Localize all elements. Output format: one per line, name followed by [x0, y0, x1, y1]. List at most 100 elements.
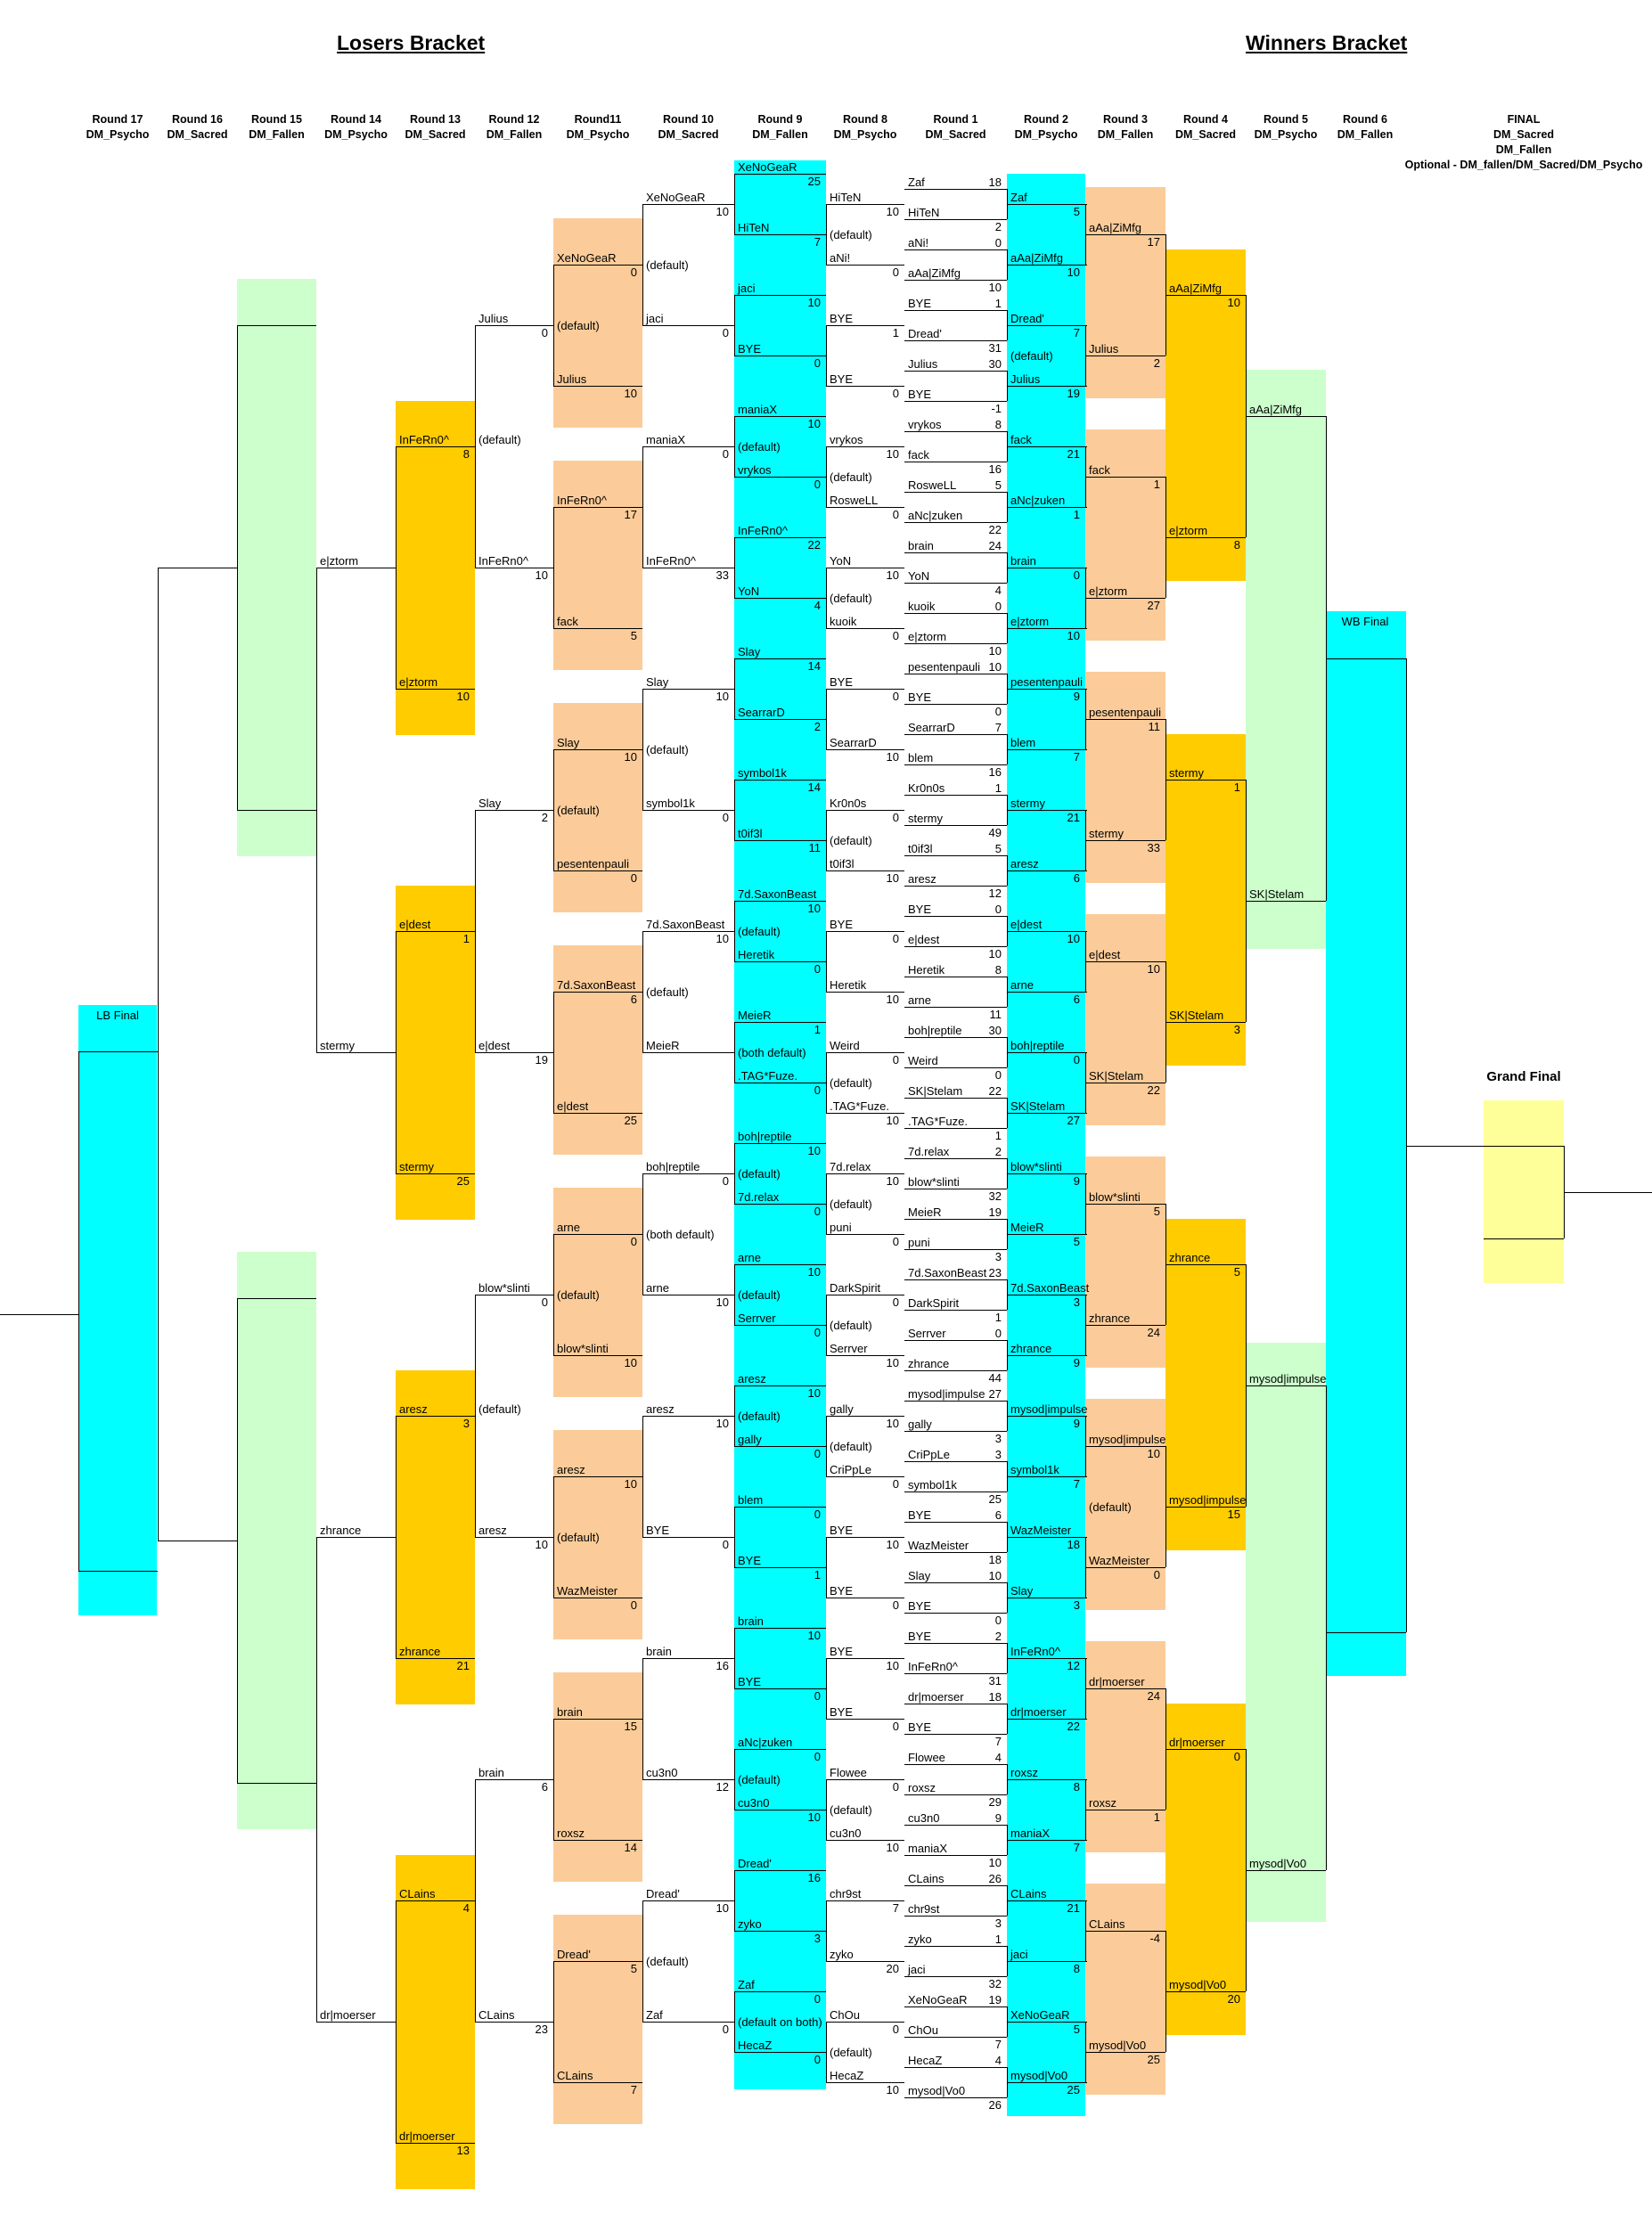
player-name: e|ztorm — [1169, 524, 1208, 537]
player-name: mysod|Vo0 — [1249, 1857, 1307, 1870]
connector-line — [734, 780, 826, 781]
player-name: stermy — [908, 812, 943, 825]
player-name: XeNoGeaR — [738, 160, 797, 174]
connector-line — [1085, 1446, 1165, 1447]
player-name: e|dest — [557, 1099, 589, 1113]
score: 10 — [456, 690, 470, 703]
score: 2 — [1153, 356, 1160, 370]
player-name: dr|moerser — [1169, 1736, 1225, 1749]
player-name: MeieR — [646, 1039, 680, 1052]
score: 10 — [1147, 962, 1160, 976]
connector-line — [475, 325, 553, 326]
score: 16 — [988, 462, 1002, 476]
connector-line — [1007, 689, 1087, 690]
player-name: brain — [738, 1614, 764, 1628]
score: 8 — [462, 447, 470, 461]
score: 10 — [716, 1295, 729, 1309]
connector-line — [1007, 1537, 1087, 1538]
connector-line — [904, 764, 1007, 765]
player-name: fack — [908, 448, 929, 462]
score: 0 — [814, 1689, 821, 1703]
connector-line — [734, 1688, 826, 1689]
connector-line — [1085, 840, 1165, 841]
player-name: arne — [557, 1221, 581, 1234]
player-name: MeieR — [738, 1009, 772, 1022]
match-note: (default) — [646, 1955, 689, 1968]
player-name: MeieR — [908, 1205, 942, 1219]
player-name: pesentenpauli — [908, 660, 980, 674]
score: 0 — [1233, 1750, 1240, 1763]
player-name: HiTeN — [738, 221, 770, 234]
connector-line — [475, 325, 476, 568]
player-name: BYE — [908, 297, 932, 310]
score: 25 — [1067, 2083, 1080, 2096]
connector-line — [158, 568, 159, 1541]
round2-band — [1007, 174, 1085, 2116]
player-name: aresz — [1010, 857, 1039, 870]
score: 2 — [994, 1630, 1002, 1643]
score: 0 — [892, 387, 899, 400]
player-name: XeNoGeaR — [908, 1993, 968, 2006]
connector-line — [904, 1673, 1007, 1674]
connector-line — [826, 1537, 904, 1538]
score: 11 — [989, 1008, 1002, 1021]
connector-line — [1085, 1567, 1165, 1568]
match-note: (default) — [557, 1288, 600, 1302]
player-name: Kr0n0s — [830, 797, 867, 810]
connector-line — [1007, 1779, 1087, 1780]
connector-line — [904, 2067, 1007, 2068]
match-note: (default) — [830, 470, 872, 484]
score: 5 — [1073, 2023, 1080, 2036]
round5-band — [1246, 1343, 1326, 1922]
score: 0 — [994, 600, 1002, 613]
score: 7 — [1073, 750, 1080, 764]
player-name: Slay — [478, 797, 502, 810]
player-name: roxsz — [557, 1827, 585, 1840]
score: 6 — [630, 993, 637, 1006]
connector-line — [904, 1734, 1007, 1735]
score: 7 — [994, 1735, 1002, 1748]
player-name: aresz — [908, 872, 936, 886]
connector-line — [1085, 1325, 1165, 1326]
player-name: brain — [478, 1766, 504, 1779]
score: 1 — [1153, 1810, 1160, 1824]
player-name: jaci — [908, 1963, 926, 1976]
connector-line — [904, 1522, 1007, 1523]
score: 3 — [814, 1932, 821, 1945]
connector-line — [734, 416, 735, 477]
connector-line — [642, 1416, 643, 1537]
match-note: (default) — [830, 1440, 872, 1453]
score: 10 — [624, 1477, 637, 1491]
connector-line — [826, 2082, 904, 2083]
connector-line — [1007, 1355, 1087, 1356]
score: 22 — [988, 523, 1002, 536]
connector-line — [1406, 1146, 1484, 1147]
player-name: HiTeN — [908, 206, 940, 219]
connector-line — [475, 810, 553, 811]
connector-line — [904, 1340, 1007, 1341]
round11-band — [553, 461, 642, 670]
connector-line — [1007, 992, 1087, 993]
connector-line — [734, 1143, 735, 1204]
score: 0 — [814, 478, 821, 491]
round-header: Round 13 DM_Sacred — [405, 113, 466, 141]
connector-line — [642, 810, 734, 811]
round-header: Round11 DM_Psycho — [566, 113, 630, 141]
connector-line — [1484, 1146, 1564, 1147]
connector-line — [642, 2022, 734, 2023]
match-note: (default) — [830, 1197, 872, 1211]
score: 24 — [1147, 1326, 1160, 1339]
connector-line — [826, 810, 827, 870]
connector-line — [1085, 1931, 1165, 1932]
connector-line — [1007, 1961, 1087, 1962]
player-name: mysod|Vo0 — [1089, 2039, 1147, 2052]
player-name: mysod|Vo0 — [908, 2084, 966, 2097]
connector-line — [553, 1961, 642, 1962]
connector-line — [1007, 2022, 1087, 2023]
connector-line — [734, 1991, 826, 1992]
connector-line — [904, 1098, 1007, 1099]
player-name: mysod|impulse — [908, 1387, 985, 1401]
score: 10 — [886, 871, 899, 885]
player-name: brain — [908, 539, 934, 552]
player-name: dr|moerser — [399, 2129, 455, 2143]
